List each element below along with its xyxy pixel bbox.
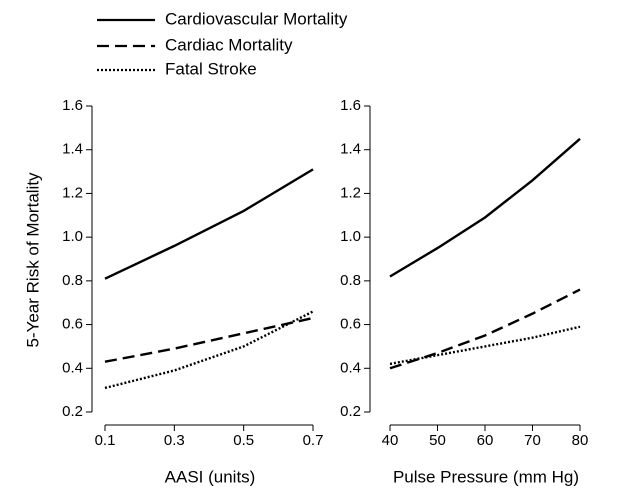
y-tick-label: 0.2: [62, 403, 83, 420]
y-tick-label: 0.4: [62, 359, 83, 376]
line-series: [104, 310, 314, 390]
y-tick-label: 1.2: [62, 184, 83, 201]
y-tick-label: 0.4: [340, 359, 361, 376]
x-tick-label: 0.7: [303, 432, 324, 449]
y-tick-label: 1.6: [340, 97, 361, 114]
y-tick-label: 1.2: [340, 184, 361, 201]
x-axis-label: AASI (units): [165, 467, 256, 486]
y-axis-label: 5-Year Risk of Mortality: [23, 172, 42, 348]
x-tick-label: 0.3: [164, 432, 185, 449]
x-tick-label: 60: [477, 432, 494, 449]
x-tick-label: 40: [382, 432, 399, 449]
y-tick-label: 1.4: [62, 141, 83, 158]
y-tick-label: 1.0: [340, 228, 361, 245]
x-axis-label: Pulse Pressure (mm Hg): [393, 467, 579, 486]
x-tick-label: 50: [429, 432, 446, 449]
line-series: [389, 325, 581, 366]
y-tick-label: 0.6: [340, 316, 361, 333]
y-tick-label: 0.6: [62, 316, 83, 333]
legend-label: Cardiac Mortality: [165, 35, 293, 54]
y-tick-label: 0.8: [340, 272, 361, 289]
y-tick-label: 1.0: [62, 228, 83, 245]
x-tick-label: 80: [572, 432, 589, 449]
y-tick-label: 0.8: [62, 272, 83, 289]
x-tick-label: 0.5: [233, 432, 254, 449]
line-series: [389, 137, 581, 278]
x-tick-label: 0.1: [95, 432, 116, 449]
line-series: [104, 316, 314, 363]
legend-label: Fatal Stroke: [165, 59, 257, 78]
line-series: [389, 288, 581, 370]
legend-label: Cardiovascular Mortality: [165, 9, 348, 28]
x-tick-label: 70: [524, 432, 541, 449]
y-tick-label: 1.6: [62, 97, 83, 114]
y-tick-label: 0.2: [340, 403, 361, 420]
line-series: [104, 168, 314, 280]
y-tick-label: 1.4: [340, 141, 361, 158]
